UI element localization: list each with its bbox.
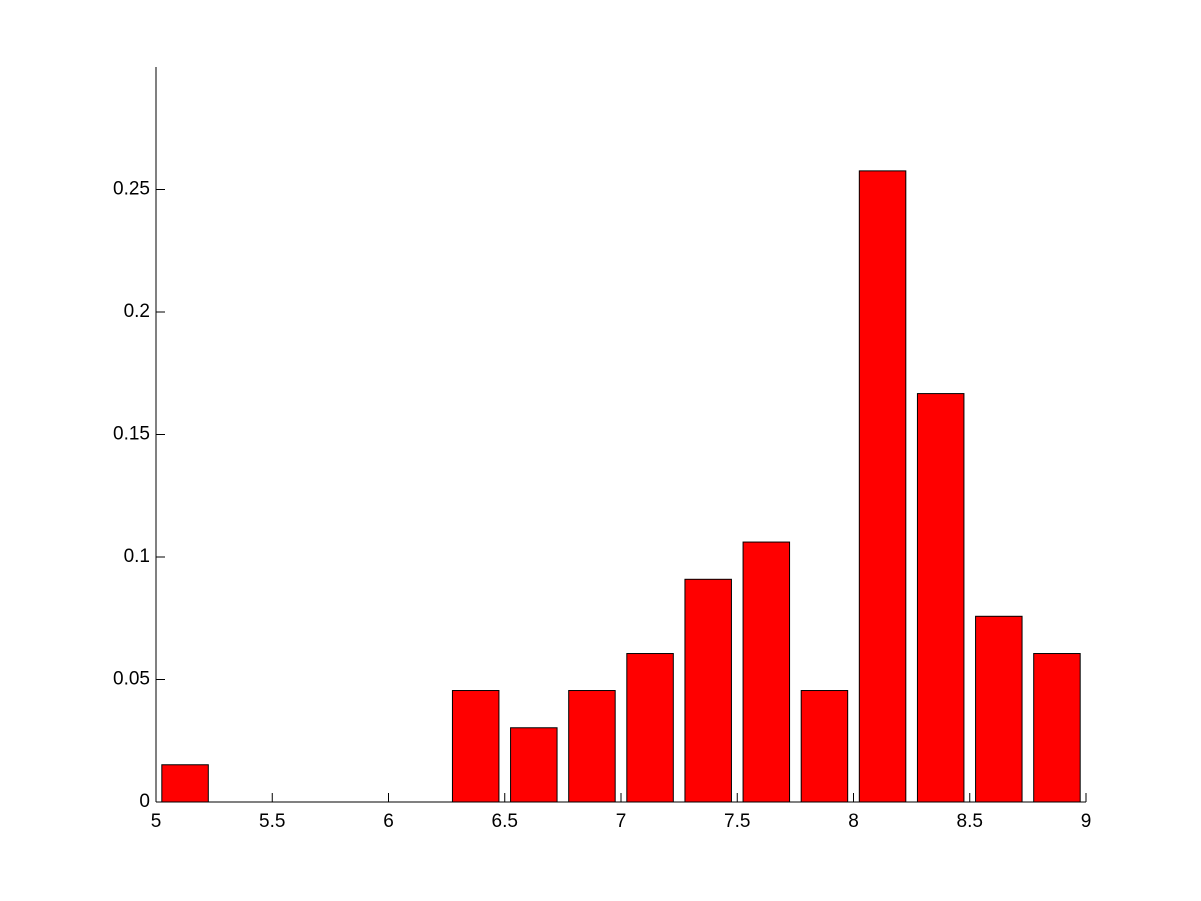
x-tick-label: 7.5 [724, 811, 750, 832]
bar [1033, 653, 1081, 803]
bar [684, 578, 732, 803]
bar [800, 690, 849, 803]
x-tick-label: 5 [151, 811, 162, 832]
bar [161, 764, 209, 803]
y-tick-label: 0.1 [124, 546, 150, 567]
y-tick-label: 0.05 [113, 669, 150, 690]
bar [858, 170, 907, 803]
x-tick-label: 5.5 [259, 811, 285, 832]
bar [451, 690, 500, 803]
x-tick-label: 6 [383, 811, 394, 832]
bar [742, 541, 791, 803]
bar [568, 690, 616, 803]
bar [510, 727, 558, 803]
y-tick-label: 0.15 [113, 424, 150, 445]
x-tick-label: 8 [848, 811, 859, 832]
x-tick-label: 9 [1081, 811, 1092, 832]
bar [916, 393, 965, 803]
y-tick-label: 0.25 [113, 179, 150, 200]
x-tick-label: 6.5 [492, 811, 518, 832]
x-tick-label: 7 [616, 811, 627, 832]
bar [626, 653, 674, 803]
y-tick-label: 0 [139, 791, 150, 812]
y-tick-label: 0.2 [124, 301, 150, 322]
x-tick-label: 8.5 [957, 811, 983, 832]
bar [975, 615, 1023, 803]
